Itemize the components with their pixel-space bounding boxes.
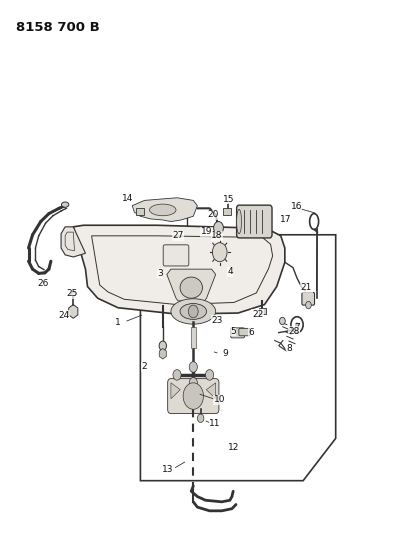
Text: 18: 18 (211, 231, 223, 240)
Ellipse shape (62, 202, 69, 207)
Text: 4: 4 (227, 267, 233, 276)
Text: 8158 700 B: 8158 700 B (16, 21, 100, 34)
Circle shape (296, 322, 299, 327)
Polygon shape (171, 383, 180, 399)
Polygon shape (206, 383, 216, 399)
FancyBboxPatch shape (239, 328, 250, 336)
Ellipse shape (237, 209, 242, 233)
FancyBboxPatch shape (191, 327, 196, 349)
FancyBboxPatch shape (224, 208, 231, 215)
FancyBboxPatch shape (168, 378, 219, 414)
Text: 6: 6 (248, 328, 254, 337)
Polygon shape (61, 227, 85, 257)
FancyBboxPatch shape (163, 245, 189, 266)
Text: 23: 23 (211, 316, 223, 325)
Circle shape (279, 317, 285, 325)
Circle shape (183, 383, 203, 409)
Text: 7: 7 (294, 323, 300, 332)
Ellipse shape (150, 204, 176, 216)
FancyBboxPatch shape (231, 328, 245, 338)
Text: 5: 5 (230, 327, 236, 335)
Circle shape (173, 369, 181, 380)
FancyBboxPatch shape (302, 293, 314, 305)
Circle shape (212, 243, 227, 262)
Text: 3: 3 (157, 269, 163, 278)
Text: 1: 1 (115, 318, 121, 327)
Text: 16: 16 (291, 202, 302, 211)
Circle shape (189, 377, 197, 388)
Circle shape (206, 369, 214, 380)
Circle shape (306, 301, 311, 309)
Ellipse shape (171, 299, 216, 324)
Polygon shape (73, 225, 285, 314)
Text: 14: 14 (122, 194, 133, 203)
Text: 2: 2 (142, 362, 147, 372)
Polygon shape (132, 198, 197, 222)
FancyBboxPatch shape (237, 205, 272, 238)
Ellipse shape (180, 303, 206, 319)
Text: 17: 17 (280, 215, 292, 224)
Text: 11: 11 (209, 419, 221, 428)
Text: 9: 9 (222, 349, 228, 358)
Circle shape (188, 305, 198, 318)
Polygon shape (167, 269, 216, 301)
FancyBboxPatch shape (136, 208, 144, 215)
Text: 8: 8 (286, 344, 292, 353)
Ellipse shape (71, 292, 76, 296)
FancyBboxPatch shape (259, 308, 266, 314)
Text: 22: 22 (252, 310, 263, 319)
Circle shape (197, 414, 204, 423)
Text: 27: 27 (172, 231, 184, 240)
Text: 24: 24 (58, 311, 69, 320)
Text: 12: 12 (227, 443, 239, 453)
Text: 13: 13 (162, 465, 173, 473)
Circle shape (214, 222, 224, 234)
Text: 28: 28 (289, 327, 300, 335)
Text: 26: 26 (37, 279, 48, 288)
Polygon shape (141, 235, 336, 481)
Text: 10: 10 (214, 395, 225, 404)
Text: 21: 21 (301, 283, 312, 292)
Text: 15: 15 (223, 195, 235, 204)
Ellipse shape (180, 277, 203, 298)
Circle shape (189, 362, 197, 372)
Circle shape (159, 341, 166, 351)
Text: 25: 25 (66, 289, 78, 298)
Text: 19: 19 (201, 227, 212, 236)
Text: 20: 20 (207, 210, 219, 219)
